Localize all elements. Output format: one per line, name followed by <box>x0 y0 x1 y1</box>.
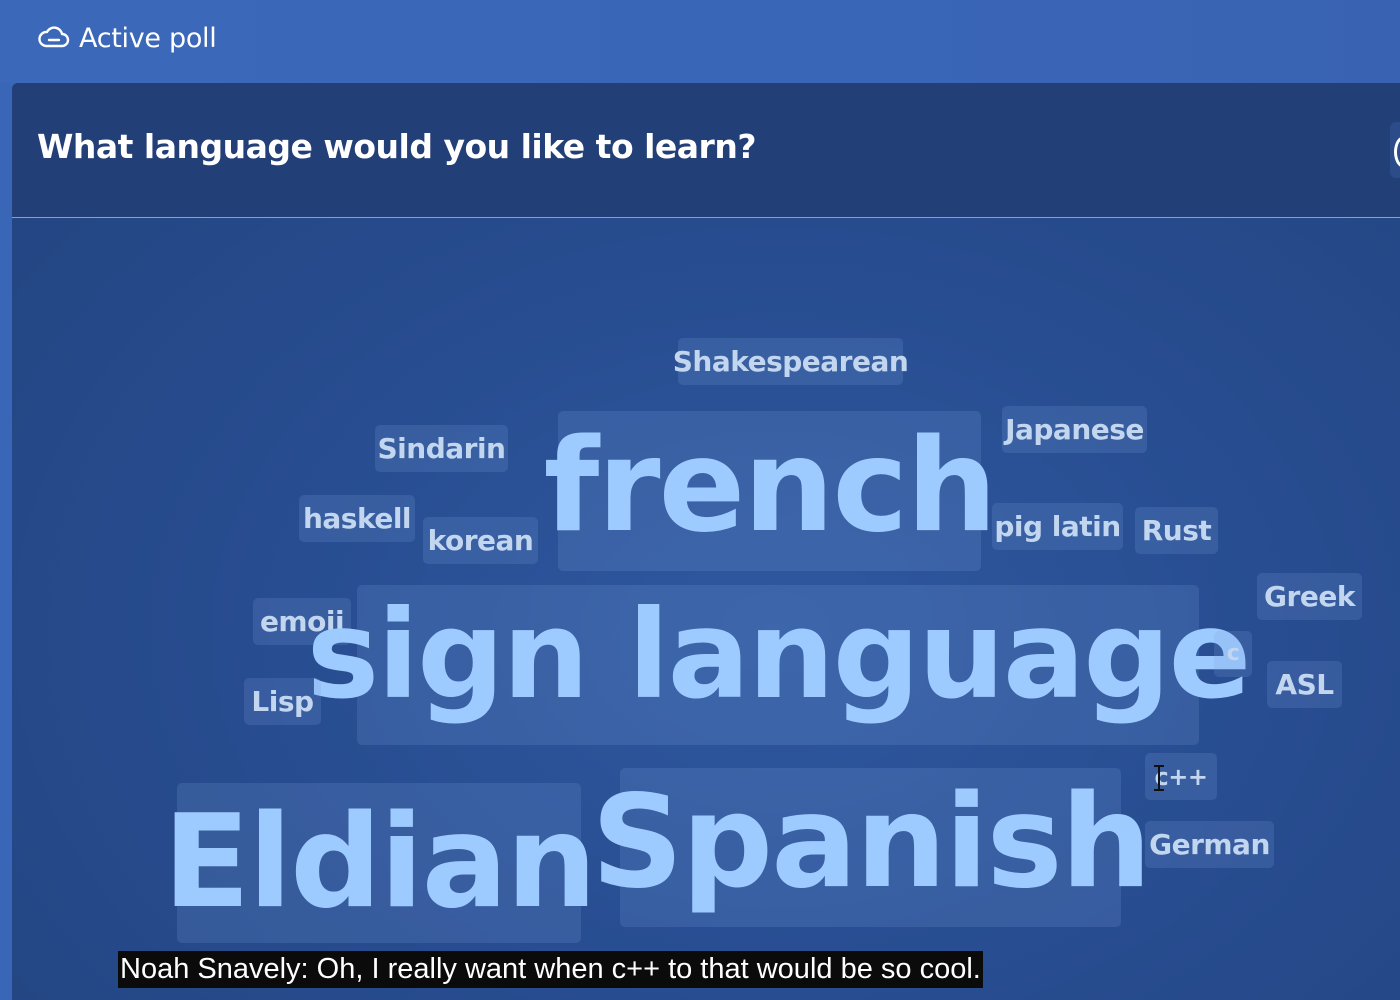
word-haskell: haskell <box>299 495 415 542</box>
active-poll-status: Active poll <box>37 18 217 58</box>
word-lisp: Lisp <box>244 678 321 725</box>
word-emoji: emoji <box>253 598 351 645</box>
word-rust: Rust <box>1135 507 1218 554</box>
word-korean: korean <box>423 517 538 564</box>
word-german: German <box>1145 821 1274 868</box>
word-asl: ASL <box>1267 661 1342 708</box>
word-greek: Greek <box>1257 573 1362 620</box>
poll-panel: What language would you like to learn? <box>12 83 1400 1000</box>
word-sign-language: sign language <box>307 585 1251 745</box>
circle-icon <box>1394 136 1400 168</box>
top-bar: Active poll <box>0 0 1400 83</box>
header-action-button[interactable] <box>1390 122 1400 178</box>
word-eldian: Eldian <box>163 783 597 943</box>
word-french: french <box>544 411 997 571</box>
word-cpp: c++ <box>1145 753 1217 800</box>
word-sindarin: Sindarin <box>375 425 508 472</box>
poll-question: What language would you like to learn? <box>37 127 756 166</box>
word-japanese: Japanese <box>1002 406 1147 453</box>
live-caption: Noah Snavely: Oh, I really want when c++… <box>118 951 983 988</box>
poll-header: What language would you like to learn? <box>12 83 1400 218</box>
text-cursor-icon <box>1154 765 1164 791</box>
word-spanish: Spanish <box>591 768 1152 927</box>
active-poll-label: Active poll <box>79 22 217 54</box>
word-shakespearean: Shakespearean <box>673 338 909 385</box>
cloud-icon <box>38 26 70 48</box>
word-c: c <box>1214 631 1252 677</box>
word-pig-latin: pig latin <box>992 503 1123 550</box>
